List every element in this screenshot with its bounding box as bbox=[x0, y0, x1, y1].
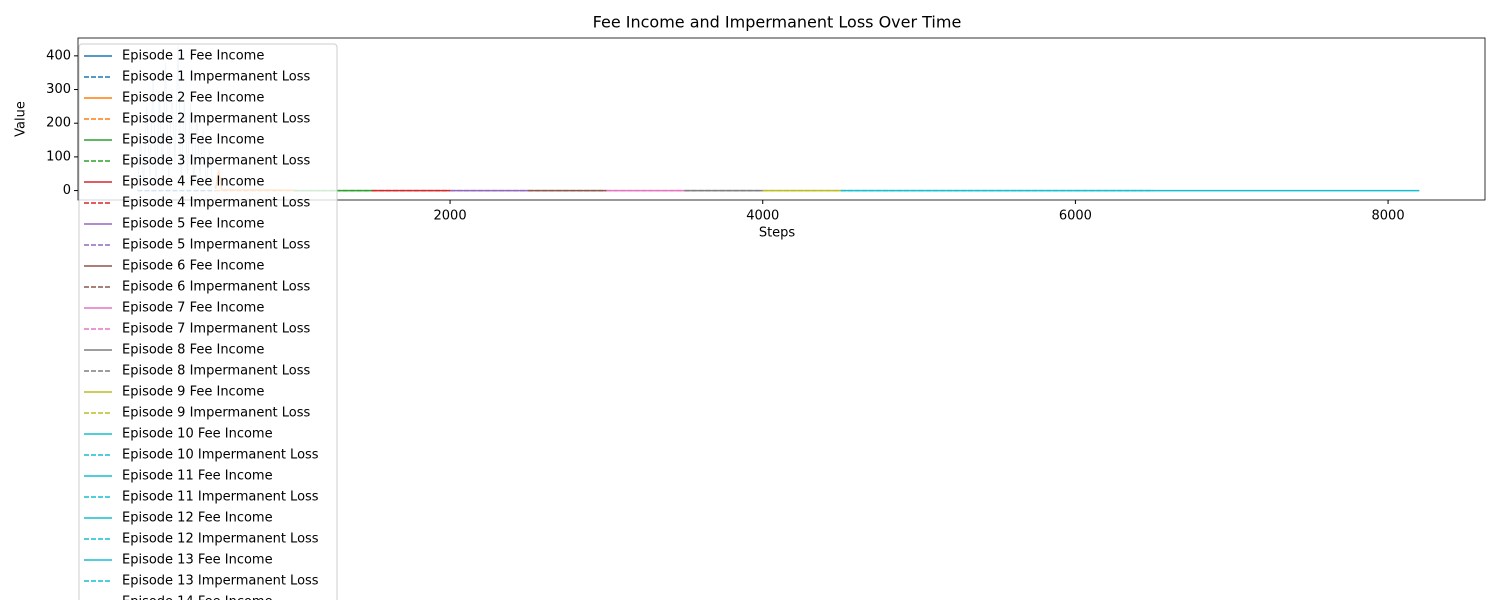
legend-box bbox=[78, 43, 338, 600]
legend-label: Episode 5 Impermanent Loss bbox=[122, 238, 311, 253]
x-tick-label: 2000 bbox=[434, 209, 467, 224]
legend-label: Episode 6 Impermanent Loss bbox=[122, 280, 311, 295]
legend-label: Episode 7 Fee Income bbox=[122, 301, 264, 316]
legend-label: Episode 10 Impermanent Loss bbox=[122, 448, 319, 463]
legend-label: Episode 9 Impermanent Loss bbox=[122, 406, 311, 421]
y-tick-label: 0 bbox=[63, 183, 71, 198]
x-axis-label: Steps bbox=[759, 226, 796, 241]
legend-label: Episode 1 Fee Income bbox=[122, 49, 264, 64]
legend-label: Episode 4 Impermanent Loss bbox=[122, 196, 311, 211]
legend-label: Episode 12 Fee Income bbox=[122, 511, 273, 526]
legend-label: Episode 11 Impermanent Loss bbox=[122, 490, 319, 505]
legend-label: Episode 14 Fee Income bbox=[122, 595, 273, 600]
legend-label: Episode 5 Fee Income bbox=[122, 217, 264, 232]
x-tick-label: 8000 bbox=[1372, 209, 1405, 224]
y-tick-label: 300 bbox=[46, 82, 71, 97]
legend-label: Episode 13 Impermanent Loss bbox=[122, 574, 319, 589]
legend-label: Episode 3 Fee Income bbox=[122, 133, 264, 148]
legend-label: Episode 9 Fee Income bbox=[122, 385, 264, 400]
y-tick-label: 400 bbox=[46, 48, 71, 63]
x-tick-label: 6000 bbox=[1059, 209, 1092, 224]
chart-title: Fee Income and Impermanent Loss Over Tim… bbox=[593, 13, 962, 32]
y-tick-label: 100 bbox=[46, 149, 71, 164]
legend-label: Episode 2 Fee Income bbox=[122, 91, 264, 106]
legend-label: Episode 1 Impermanent Loss bbox=[122, 70, 311, 85]
legend-label: Episode 8 Fee Income bbox=[122, 343, 264, 358]
legend-label: Episode 4 Fee Income bbox=[122, 175, 264, 190]
legend-label: Episode 8 Impermanent Loss bbox=[122, 364, 311, 379]
legend-label: Episode 10 Fee Income bbox=[122, 427, 273, 442]
legend-label: Episode 11 Fee Income bbox=[122, 469, 273, 484]
legend-label: Episode 12 Impermanent Loss bbox=[122, 532, 319, 547]
plot-area bbox=[77, 37, 1486, 201]
y-tick-label: 200 bbox=[46, 116, 71, 131]
y-axis-label: Value bbox=[14, 101, 29, 137]
legend-label: Episode 2 Impermanent Loss bbox=[122, 112, 311, 127]
legend-label: Episode 6 Fee Income bbox=[122, 259, 264, 274]
legend-label: Episode 13 Fee Income bbox=[122, 553, 273, 568]
legend-label: Episode 7 Impermanent Loss bbox=[122, 322, 311, 337]
x-tick-label: 4000 bbox=[746, 209, 779, 224]
legend-label: Episode 3 Impermanent Loss bbox=[122, 154, 311, 169]
